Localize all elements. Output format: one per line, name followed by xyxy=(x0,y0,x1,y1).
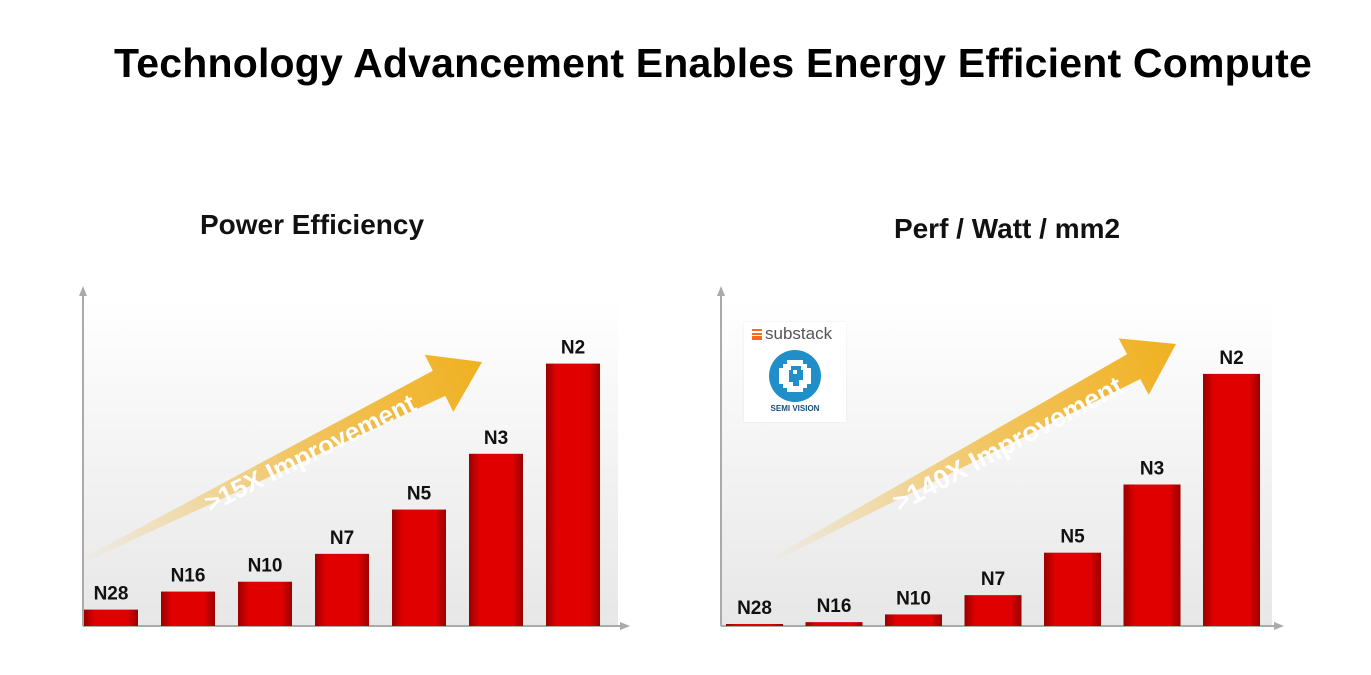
bar-n5 xyxy=(392,509,446,626)
bar-label-n10: N10 xyxy=(896,588,931,609)
bar-n16 xyxy=(161,591,215,626)
bar-n5 xyxy=(1044,552,1101,626)
bar-label-n7: N7 xyxy=(330,528,354,549)
bar-n10 xyxy=(238,581,292,626)
improvement-arrow xyxy=(79,354,482,564)
substack-semi-vision-logo: substack SEMI VISION xyxy=(744,322,846,422)
substack-icon xyxy=(752,329,762,340)
bar-label-n5: N5 xyxy=(1060,527,1085,548)
semi-vision-icon xyxy=(769,350,821,402)
bar-n3 xyxy=(469,453,523,626)
bar-n7 xyxy=(315,553,369,626)
bar-n2 xyxy=(1203,373,1260,626)
bar-label-n28: N28 xyxy=(737,598,772,619)
y-axis-arrow xyxy=(79,286,87,296)
bar-label-n10: N10 xyxy=(248,556,283,577)
page-title: Technology Advancement Enables Energy Ef… xyxy=(114,40,1312,86)
bar-n7 xyxy=(964,595,1022,626)
x-axis-arrow xyxy=(620,622,630,630)
bar-n28 xyxy=(84,609,138,626)
bar-label-n2: N2 xyxy=(561,338,585,359)
substack-wordmark: substack xyxy=(752,324,832,344)
bar-label-n3: N3 xyxy=(484,428,508,449)
bar-n2 xyxy=(546,363,600,626)
bar-label-n2: N2 xyxy=(1219,348,1243,369)
bar-n16 xyxy=(805,622,863,626)
y-axis-arrow xyxy=(717,286,725,296)
semi-vision-caption: SEMI VISION xyxy=(770,404,820,413)
bar-label-n16: N16 xyxy=(171,566,206,587)
x-axis-arrow xyxy=(1274,622,1284,630)
bar-n3 xyxy=(1123,484,1181,626)
perf-watt-chart-title: Perf / Watt / mm2 xyxy=(893,213,1121,244)
bar-n10 xyxy=(885,614,942,626)
bar-label-n5: N5 xyxy=(407,484,432,505)
bar-label-n16: N16 xyxy=(817,596,852,617)
power-efficiency-chart-title: Power Efficiency xyxy=(199,209,425,240)
bar-label-n7: N7 xyxy=(981,569,1005,590)
bar-label-n28: N28 xyxy=(94,584,129,605)
bar-label-n3: N3 xyxy=(1140,459,1164,480)
bar-n28 xyxy=(726,624,783,626)
improvement-arrow xyxy=(767,338,1176,564)
